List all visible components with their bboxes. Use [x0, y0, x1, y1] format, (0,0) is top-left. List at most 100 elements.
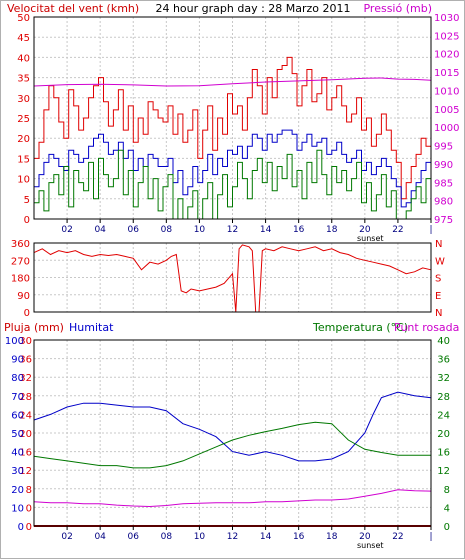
series-lull — [34, 149, 432, 220]
rain-tick: 32 — [19, 373, 32, 384]
temperature-tick: 4 — [444, 503, 450, 514]
atmosphere-time-tick-label: 22 — [392, 532, 403, 542]
humidity-tick: 50 — [11, 429, 24, 440]
atmosphere-time-tick-label: 06 — [128, 532, 140, 542]
rain-title: Pluja (mm) — [4, 321, 64, 334]
atmosphere-time-tick-label: 14 — [260, 532, 272, 542]
wind-time-tick-label: 18 — [326, 225, 338, 235]
wind-right-title: Pressió (mb) — [363, 2, 432, 15]
pressure-tick: 1025 — [434, 31, 459, 42]
atmosphere-time-tick-label: | — [429, 532, 432, 542]
rain-tick: 28 — [19, 392, 32, 403]
wind-time-tick-label: 14 — [260, 225, 272, 235]
rain-tick: 24 — [19, 410, 32, 421]
atmosphere-time-tick-label: 18 — [326, 532, 338, 542]
humidity-tick: 40 — [11, 448, 24, 459]
series-mean — [34, 129, 432, 208]
direction-degree-tick: 360 — [11, 239, 30, 250]
wind-speed-tick: 45 — [17, 33, 30, 44]
wind-sunset-label: sunset — [357, 234, 384, 243]
humidity-axis: 0 10 20 30 40 50 60 70 80 90 100 — [5, 336, 24, 533]
compass-label: N — [435, 308, 442, 319]
temperature-tick: 36 — [437, 355, 450, 366]
atmosphere-time-tick-label: 04 — [94, 532, 106, 542]
pressure-tick: 1000 — [434, 123, 459, 134]
wind-speed-tick: 25 — [17, 114, 30, 125]
rain-tick: 12 — [19, 466, 32, 477]
temperature-tick: 8 — [444, 485, 450, 496]
humidity-tick: 70 — [11, 392, 24, 403]
atmosphere-time-tick-label: 08 — [161, 532, 173, 542]
wind-speed-tick: 10 — [17, 175, 30, 186]
series-wind-direction — [33, 244, 432, 313]
humidity-tick: 90 — [11, 355, 24, 366]
rain-tick: 20 — [19, 429, 32, 440]
pressure-tick: 985 — [434, 178, 453, 189]
series-pressure — [33, 77, 432, 87]
temperature-tick: 40 — [437, 336, 450, 347]
pressure-tick: 990 — [434, 160, 453, 171]
wind-time-tick-label: 16 — [293, 225, 305, 235]
temperature-tick: 32 — [437, 373, 450, 384]
humidity-tick: 80 — [11, 373, 24, 384]
pressure-tick: 1030 — [434, 13, 459, 24]
direction-degree-tick: 270 — [11, 256, 30, 267]
pressure-tick: 975 — [434, 215, 453, 226]
humidity-tick: 100 — [5, 336, 24, 347]
humidity-tick: 60 — [11, 410, 24, 421]
compass-label: N — [435, 239, 442, 250]
dew-point-title: Punt rosada — [394, 321, 459, 334]
temperature-axis: 0 4 8 12 16 20 24 28 32 36 40 — [437, 336, 450, 533]
wind-time-tick-label: 12 — [227, 225, 238, 235]
pressure-tick: 1010 — [434, 86, 459, 97]
pressure-axis: 975 980 985 990 995 1000 1005 1010 1015 1020 1025 1… — [434, 13, 459, 226]
chart-title: 24 hour graph day : 28 Marzo 2011 — [155, 2, 350, 15]
temperature-tick: 0 — [444, 522, 450, 533]
direction-grid — [34, 243, 431, 312]
atmosphere-time-tick-label: 10 — [194, 532, 206, 542]
rain-tick: 36 — [19, 355, 32, 366]
wind-time-tick-label: 22 — [392, 225, 403, 235]
wind-time-tick-label: 10 — [194, 225, 206, 235]
series-dew-point — [33, 489, 432, 508]
atmosphere-time-tick-label: 12 — [227, 532, 238, 542]
rain-tick: 30 — [19, 336, 32, 347]
wind-speed-tick: 0 — [24, 215, 30, 226]
pressure-tick: 995 — [434, 142, 453, 153]
humidity-title: Humitat — [69, 321, 114, 334]
temperature-tick: 24 — [437, 410, 450, 421]
wind-series — [33, 56, 432, 220]
direction-degree-axis: 0 90 180 270 360 — [11, 239, 30, 319]
wind-time-tick-label: 02 — [61, 225, 72, 235]
pressure-tick: 1015 — [434, 68, 459, 79]
series-humidity — [33, 391, 432, 462]
pressure-tick: 980 — [434, 197, 453, 208]
wind-time-axis: 02 04 06 08 10 12 14 16 18 20 22 | — [61, 219, 433, 235]
atmosphere-time-tick-label: 16 — [293, 532, 305, 542]
wind-speed-tick: 15 — [17, 154, 30, 165]
rain-tick: 16 — [19, 448, 32, 459]
wind-speed-tick: 30 — [17, 94, 30, 105]
pressure-tick: 1005 — [434, 105, 459, 116]
compass-label: E — [435, 291, 441, 302]
humidity-tick: 0 — [18, 522, 24, 533]
compass-label: W — [435, 256, 445, 267]
pressure-tick: 1020 — [434, 50, 459, 61]
wind-time-tick-label: 06 — [128, 225, 140, 235]
wind-speed-tick: 40 — [17, 53, 30, 64]
direction-degree-tick: 0 — [24, 308, 30, 319]
direction-degree-tick: 90 — [17, 291, 30, 302]
wind-speed-tick: 35 — [17, 74, 30, 85]
wind-speed-tick: 50 — [17, 13, 30, 24]
atmosphere-time-tick-label: 02 — [61, 532, 72, 542]
temperature-title: Temperatura (°C) — [312, 321, 408, 334]
temperature-tick: 12 — [437, 466, 450, 477]
wind-time-tick-label: | — [429, 225, 432, 235]
direction-panel-frame — [33, 242, 432, 313]
wind-time-tick-label: 20 — [359, 225, 371, 235]
atmosphere-sunset-label: sunset — [357, 541, 384, 550]
